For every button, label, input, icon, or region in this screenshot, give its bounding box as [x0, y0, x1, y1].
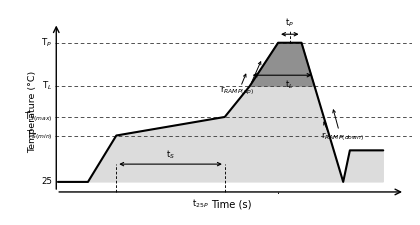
Text: T$_{S(max)}$: T$_{S(max)}$ [24, 110, 52, 124]
Text: T$_P$: T$_P$ [41, 36, 52, 49]
Text: 25: 25 [41, 177, 52, 186]
Text: r$_{RAMP(up)}$: r$_{RAMP(up)}$ [220, 85, 255, 97]
Text: T$_{S(min)}$: T$_{S(min)}$ [26, 129, 52, 142]
Polygon shape [250, 43, 315, 86]
Text: r$_{RAMP(down)}$: r$_{RAMP(down)}$ [321, 131, 364, 144]
Polygon shape [58, 43, 383, 182]
Text: t$_P$: t$_P$ [285, 16, 294, 29]
Text: Time (s): Time (s) [211, 200, 252, 210]
Text: t$_L$: t$_L$ [285, 78, 293, 91]
Text: t$_S$: t$_S$ [166, 149, 175, 161]
Text: t$_{25P}$: t$_{25P}$ [192, 198, 209, 210]
Text: T$_L$: T$_L$ [42, 80, 52, 92]
Text: Temperature (°C): Temperature (°C) [29, 71, 37, 153]
